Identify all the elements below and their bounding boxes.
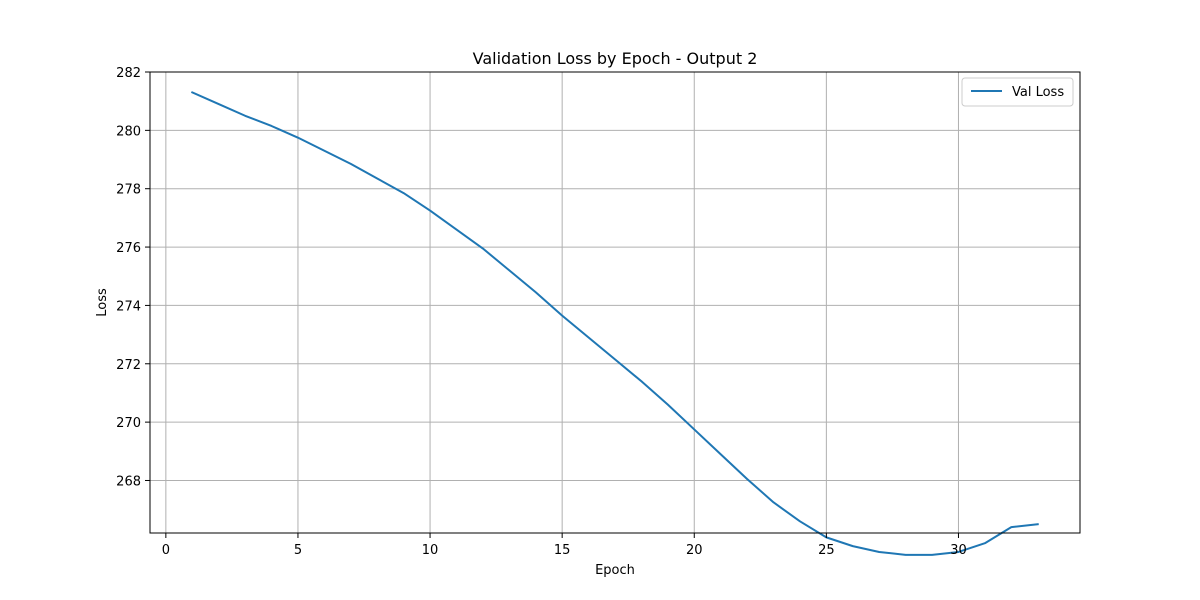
y-axis: 268 270 272 274 276 278 280 282 (116, 66, 150, 489)
legend: Val Loss (961, 77, 1074, 107)
x-tick-label: 25 (818, 543, 835, 558)
grid-layer (150, 71, 1080, 533)
x-tick-label: 0 (162, 543, 170, 558)
y-tick-label: 280 (116, 124, 141, 139)
series-line (190, 91, 1039, 556)
legend-label: Val Loss (1012, 85, 1064, 100)
x-axis: 0 5 10 15 20 25 30 (162, 533, 967, 558)
x-tick-label: 15 (554, 543, 571, 558)
x-tick-label: 5 (294, 543, 302, 558)
x-axis-label: Epoch (595, 563, 635, 578)
plot-frame (149, 71, 1081, 534)
y-tick-label: 274 (116, 299, 141, 314)
y-tick-label: 268 (116, 474, 141, 489)
x-tick-label: 30 (950, 543, 967, 558)
y-tick-label: 278 (116, 183, 141, 198)
x-tick-label: 10 (422, 543, 439, 558)
y-tick-label: 282 (116, 66, 141, 81)
y-tick-label: 272 (116, 358, 141, 373)
legend-box (961, 77, 1074, 107)
x-tick-label: 20 (686, 543, 703, 558)
chart-title: Validation Loss by Epoch - Output 2 (473, 49, 758, 68)
y-axis-label: Loss (95, 288, 110, 317)
series-layer (190, 91, 1039, 556)
y-tick-label: 276 (116, 241, 141, 256)
y-tick-label: 270 (116, 416, 141, 431)
